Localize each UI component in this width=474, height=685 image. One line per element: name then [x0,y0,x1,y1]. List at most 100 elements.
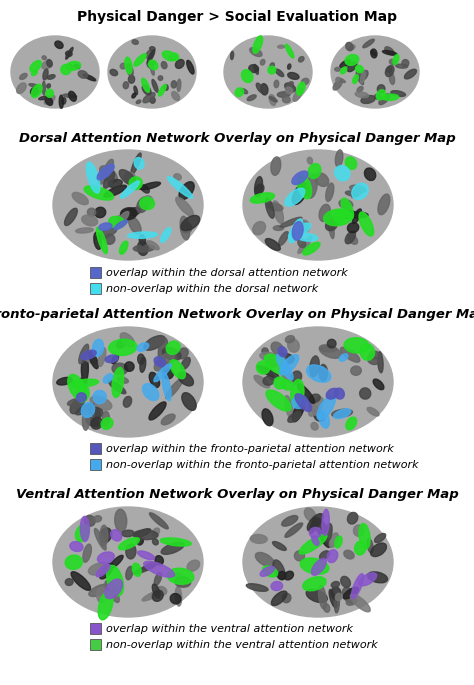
Ellipse shape [275,69,284,77]
Text: non-overlap within the fronto-parietal attention network: non-overlap within the fronto-parietal a… [106,460,419,470]
Ellipse shape [167,568,194,584]
Ellipse shape [140,197,155,210]
Ellipse shape [255,184,264,195]
Ellipse shape [127,64,133,76]
Ellipse shape [249,64,259,73]
Ellipse shape [67,398,85,406]
Ellipse shape [178,372,193,386]
Ellipse shape [340,210,355,219]
Ellipse shape [404,69,417,79]
Ellipse shape [268,66,276,74]
Ellipse shape [129,177,142,190]
Ellipse shape [89,407,103,417]
Ellipse shape [292,182,308,205]
Ellipse shape [256,83,264,93]
Ellipse shape [31,70,37,75]
Ellipse shape [81,350,96,360]
Ellipse shape [314,410,325,421]
Ellipse shape [345,55,359,65]
Ellipse shape [285,83,296,92]
Ellipse shape [307,158,312,164]
Ellipse shape [125,362,134,371]
Ellipse shape [94,529,106,550]
Ellipse shape [273,560,285,580]
Text: overlap within the dorsal attention network: overlap within the dorsal attention netw… [106,268,348,278]
Ellipse shape [376,90,385,100]
Ellipse shape [255,553,274,566]
Ellipse shape [152,590,163,601]
Ellipse shape [162,51,176,61]
Ellipse shape [346,42,353,51]
Ellipse shape [311,423,318,430]
Ellipse shape [303,242,320,255]
Ellipse shape [270,63,274,68]
Ellipse shape [44,95,55,104]
Ellipse shape [335,67,340,71]
Ellipse shape [71,379,99,387]
Ellipse shape [333,80,342,90]
Ellipse shape [181,223,191,233]
Ellipse shape [82,356,88,382]
Ellipse shape [137,241,148,256]
Ellipse shape [273,201,283,223]
Ellipse shape [161,414,175,425]
Ellipse shape [109,556,123,569]
Ellipse shape [132,40,138,45]
Ellipse shape [355,541,366,555]
Text: Ventral Attention Network Overlay on Physical Danger Map: Ventral Attention Network Overlay on Phy… [16,488,458,501]
Ellipse shape [11,36,99,108]
Ellipse shape [389,60,396,65]
Ellipse shape [30,88,38,95]
Ellipse shape [137,354,145,364]
Ellipse shape [181,358,190,369]
FancyBboxPatch shape [90,459,101,470]
Ellipse shape [164,84,168,90]
Ellipse shape [127,209,133,215]
Ellipse shape [74,64,80,68]
Ellipse shape [154,364,171,382]
Ellipse shape [273,225,284,230]
Ellipse shape [166,379,182,399]
Ellipse shape [295,394,311,412]
Ellipse shape [139,235,146,245]
Ellipse shape [107,565,124,596]
Ellipse shape [109,339,137,356]
Ellipse shape [117,340,126,348]
Ellipse shape [120,208,137,220]
Ellipse shape [326,220,337,231]
Ellipse shape [152,79,158,92]
Ellipse shape [253,36,263,53]
Ellipse shape [329,590,337,608]
Ellipse shape [285,523,302,537]
Text: overlap within the ventral attention network: overlap within the ventral attention net… [106,624,353,634]
Ellipse shape [104,185,127,197]
Ellipse shape [320,347,337,352]
Ellipse shape [120,333,135,347]
Ellipse shape [105,579,122,599]
Ellipse shape [96,227,108,253]
Ellipse shape [265,198,274,219]
Ellipse shape [241,70,253,82]
FancyBboxPatch shape [90,443,101,454]
Ellipse shape [340,60,351,68]
Ellipse shape [31,84,42,97]
Ellipse shape [83,74,96,81]
Ellipse shape [140,182,161,190]
Ellipse shape [297,384,315,403]
Ellipse shape [306,365,331,382]
Ellipse shape [343,587,358,599]
Ellipse shape [309,397,323,416]
Ellipse shape [42,55,46,60]
Ellipse shape [175,577,191,587]
Ellipse shape [100,528,112,543]
Ellipse shape [257,366,279,377]
Ellipse shape [132,93,136,98]
Ellipse shape [329,533,338,547]
Ellipse shape [103,374,113,383]
Ellipse shape [20,73,27,79]
Ellipse shape [134,529,151,537]
Ellipse shape [285,45,294,58]
Ellipse shape [263,566,278,577]
Ellipse shape [340,347,360,362]
Ellipse shape [382,94,399,100]
